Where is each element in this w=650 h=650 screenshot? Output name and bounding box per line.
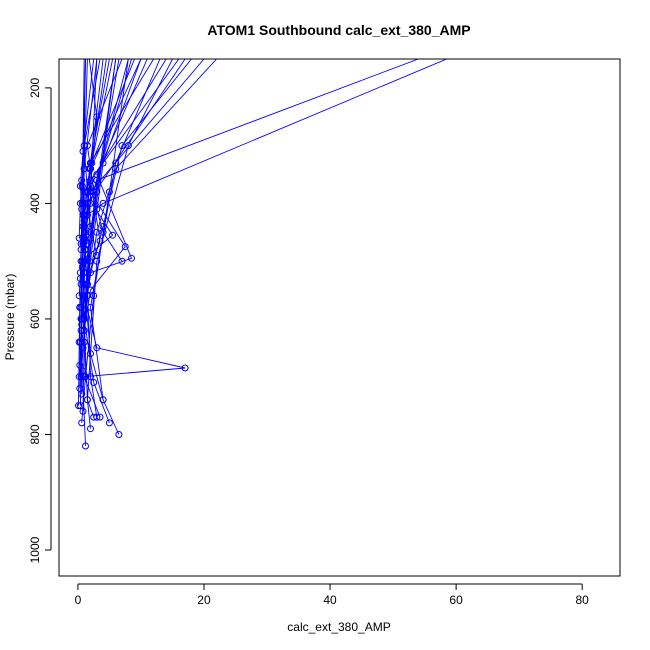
series-line-16: [82, 59, 217, 348]
data-point: [99, 228, 107, 236]
series-line-31: [83, 59, 117, 418]
data-point: [79, 407, 87, 415]
data-point: [96, 237, 104, 245]
x-tick-label: 80: [576, 593, 590, 607]
data-point: [79, 344, 87, 352]
x-tick-label: 0: [75, 593, 82, 607]
data-point: [181, 364, 189, 372]
data-point: [99, 199, 107, 207]
series-line-4: [86, 59, 173, 429]
y-tick-label: 400: [28, 193, 42, 213]
data-point: [87, 350, 94, 358]
data-point: [83, 240, 91, 248]
chart-title: ATOM1 Southbound calc_ext_380_AMP: [207, 22, 470, 38]
data-point: [80, 165, 88, 173]
data-point: [93, 113, 101, 121]
data-point: [75, 338, 83, 346]
series-line-32: [83, 59, 129, 400]
data-point: [99, 396, 107, 404]
data-point: [79, 223, 87, 230]
data-point: [82, 442, 89, 450]
x-tick-label: 40: [323, 593, 337, 607]
data-point: [115, 431, 123, 438]
plot-area: [75, 59, 447, 450]
data-point: [93, 344, 101, 352]
data-point: [90, 379, 98, 386]
data-point: [83, 199, 91, 207]
y-tick-label: 600: [28, 309, 42, 329]
data-point: [105, 419, 113, 427]
y-axis: 200 400 600 800 1000: [28, 78, 52, 563]
data-point: [80, 280, 88, 288]
y-tick-label: 800: [28, 424, 42, 444]
data-point: [87, 425, 94, 433]
data-point: [83, 396, 91, 404]
data-point: [78, 257, 86, 265]
data-point: [87, 228, 94, 236]
y-axis-label: Pressure (mbar): [3, 274, 17, 361]
data-point: [76, 402, 84, 410]
data-point: [75, 402, 82, 410]
data-point: [82, 373, 89, 381]
data-series-group: [75, 59, 447, 450]
series-line-28: [80, 59, 142, 250]
series-line-6: [90, 59, 161, 435]
data-point: [93, 176, 101, 184]
data-point: [80, 315, 88, 323]
series-line-34: [78, 59, 85, 406]
data-point: [76, 199, 84, 207]
data-point: [112, 165, 120, 173]
data-point: [121, 243, 129, 251]
data-point: [78, 176, 86, 184]
x-axis-label: calc_ext_380_AMP: [287, 620, 390, 634]
plot-frame: [58, 58, 621, 577]
series-line-25: [90, 59, 123, 262]
data-point: [128, 254, 135, 262]
x-tick-label: 60: [449, 593, 463, 607]
x-tick-label: 20: [197, 593, 211, 607]
y-tick-label: 200: [28, 78, 42, 98]
data-point: [75, 292, 83, 300]
data-point: [118, 142, 126, 150]
series-line-35: [82, 59, 110, 377]
data-point: [87, 159, 94, 167]
data-point: [109, 231, 117, 239]
series-line-15: [83, 59, 205, 331]
y-tick-label: 1000: [28, 536, 42, 563]
data-point: [83, 292, 91, 300]
data-point: [93, 251, 101, 259]
data-point: [118, 257, 126, 265]
x-axis: 0 20 40 60 80: [75, 583, 590, 607]
data-point: [75, 234, 83, 242]
series-line-33: [80, 59, 186, 395]
data-point: [90, 413, 98, 421]
data-point: [76, 361, 84, 369]
series-line-30: [78, 59, 98, 239]
